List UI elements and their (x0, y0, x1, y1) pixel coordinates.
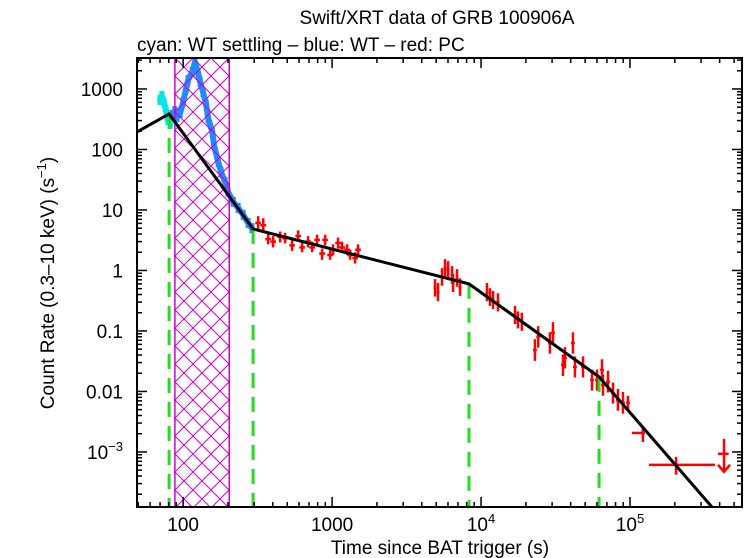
y-tick-labels: 1000 100 10 1 0.1 0.01 10−3 (81, 80, 123, 464)
break-lines-layer (167, 113, 601, 507)
y-tick-label: 0.01 (86, 382, 123, 403)
x-tick-label-base: 10 (467, 515, 488, 536)
pc-point (631, 427, 645, 443)
wt-point (169, 109, 175, 120)
x-tick-label: 100 (167, 515, 199, 536)
pc-point (265, 233, 272, 245)
pc-point (533, 339, 537, 361)
y-tick-label-base: 100 (91, 140, 123, 161)
pc-point (260, 218, 267, 233)
chart-title: Swift/XRT data of GRB 100906A (300, 8, 575, 29)
x-tick-label-exponent: 4 (488, 511, 495, 526)
x-axis-label: Time since BAT trigger (s) (331, 538, 549, 558)
y-tick-label-base: 0.1 (97, 322, 123, 343)
pc-point (626, 395, 630, 410)
wt-settling-point (159, 90, 165, 101)
pc-point (436, 283, 440, 302)
y-axis-label-tail: ) (38, 157, 59, 163)
excluded-interval-layer (174, 58, 231, 507)
pc-point (455, 269, 459, 287)
y-tick-label-exponent: −3 (108, 439, 123, 454)
plot-frame (136, 57, 743, 508)
pc-point (314, 234, 320, 246)
pc-point (355, 244, 361, 256)
y-tick-label-base: 10 (87, 443, 108, 464)
model-fit-line (137, 112, 714, 507)
x-tick-label: 104 (467, 511, 495, 536)
pc-point (446, 261, 450, 279)
model-layer (137, 112, 714, 507)
pc-point (551, 322, 555, 344)
y-tick-label: 10−3 (87, 439, 123, 464)
y-tick-label: 1 (112, 261, 123, 282)
x-tick-label-base: 100 (167, 515, 199, 536)
pc-point (433, 279, 437, 297)
y-axis-label-exponent: −1 (34, 163, 49, 178)
pc-point (319, 248, 325, 260)
y-tick-label-base: 1000 (81, 80, 123, 101)
excluded-interval-hatch (174, 58, 231, 507)
pc-point (289, 239, 295, 251)
x-tick-label: 1000 (311, 515, 353, 536)
y-tick-label-base: 0.01 (86, 382, 123, 403)
y-axis-label-main: Count Rate (0.3–10 keV) (s (38, 178, 59, 409)
pc-point (299, 241, 305, 253)
y-tick-label: 0.1 (97, 322, 123, 343)
x-tick-label-base: 10 (616, 515, 637, 536)
x-tick-label-exponent: 5 (637, 511, 644, 526)
wt-settling-point (161, 97, 167, 108)
pc-upper-limit (717, 438, 731, 474)
x-tick-labels: 100 1000 104 105 (167, 511, 644, 536)
y-tick-label-base: 10 (102, 201, 123, 222)
y-axis-label: Count Rate (0.3–10 keV) (s−1) (34, 157, 59, 409)
pc-point (322, 234, 328, 246)
y-tick-label: 10 (102, 201, 123, 222)
y-tick-label-base: 1 (112, 261, 123, 282)
chart-subtitle: cyan: WT settling – blue: WT – red: PC (137, 35, 465, 56)
pc-point (255, 216, 261, 230)
pc-point (443, 259, 447, 277)
y-tick-label: 100 (91, 140, 123, 161)
pc-point (496, 293, 500, 312)
y-tick-label: 1000 (81, 80, 123, 101)
wt-settling-point (163, 106, 169, 117)
pc-point (536, 326, 541, 348)
pc-point (571, 332, 575, 354)
down-arrow-icon (717, 464, 731, 474)
pc-point (270, 236, 276, 248)
x-tick-label: 105 (616, 511, 644, 536)
pc-point (451, 274, 455, 293)
x-tick-label-base: 1000 (311, 515, 353, 536)
pc-point (335, 237, 341, 249)
